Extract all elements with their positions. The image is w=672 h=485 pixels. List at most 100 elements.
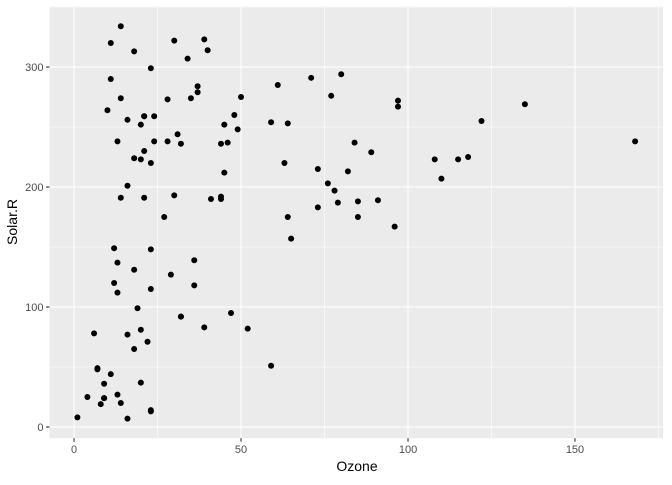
data-point bbox=[151, 138, 158, 145]
data-point bbox=[221, 121, 228, 128]
data-point bbox=[194, 89, 201, 96]
data-point bbox=[191, 282, 198, 289]
data-point bbox=[114, 289, 121, 296]
data-point bbox=[137, 156, 144, 163]
data-point bbox=[164, 138, 171, 145]
data-point bbox=[117, 194, 124, 201]
data-point bbox=[374, 197, 381, 204]
data-point bbox=[201, 36, 208, 43]
data-point bbox=[134, 305, 141, 312]
data-point bbox=[84, 393, 91, 400]
data-points bbox=[74, 23, 639, 422]
y-tick-label: 0 bbox=[37, 422, 43, 434]
data-point bbox=[137, 379, 144, 386]
data-point bbox=[244, 325, 251, 332]
data-point bbox=[351, 139, 358, 146]
data-point bbox=[268, 119, 275, 126]
data-point bbox=[124, 331, 131, 338]
data-point bbox=[334, 199, 341, 206]
data-point bbox=[111, 279, 118, 286]
data-point bbox=[391, 223, 398, 230]
data-point bbox=[184, 55, 191, 62]
data-point bbox=[288, 235, 295, 242]
data-point bbox=[331, 187, 338, 194]
data-point bbox=[191, 257, 198, 264]
data-point bbox=[308, 74, 315, 81]
data-point bbox=[147, 285, 154, 292]
data-point bbox=[124, 415, 131, 422]
y-tick-label: 200 bbox=[25, 182, 43, 194]
data-point bbox=[144, 338, 151, 345]
axis-ticks: 0 50 100 150 0 100 200 300 bbox=[25, 62, 584, 456]
data-point bbox=[187, 95, 194, 102]
data-point bbox=[171, 192, 178, 199]
x-tick-label: 100 bbox=[399, 444, 417, 456]
data-point bbox=[207, 196, 214, 203]
data-point bbox=[167, 271, 174, 278]
data-point bbox=[101, 380, 108, 387]
data-point bbox=[171, 37, 178, 44]
data-point bbox=[147, 407, 154, 414]
data-point bbox=[177, 140, 184, 147]
data-point bbox=[97, 401, 104, 408]
data-point bbox=[117, 23, 124, 30]
data-point bbox=[328, 92, 335, 99]
data-point bbox=[431, 156, 438, 163]
y-tick-label: 300 bbox=[25, 62, 43, 74]
data-point bbox=[314, 204, 321, 211]
data-point bbox=[368, 149, 375, 156]
data-point bbox=[204, 47, 211, 54]
data-point bbox=[131, 48, 138, 55]
data-point bbox=[114, 259, 121, 266]
data-point bbox=[314, 166, 321, 173]
data-point bbox=[107, 76, 114, 83]
data-point bbox=[94, 365, 101, 372]
data-point bbox=[141, 194, 148, 201]
data-point bbox=[91, 330, 98, 337]
data-point bbox=[104, 107, 111, 114]
data-point bbox=[141, 148, 148, 155]
data-point bbox=[274, 82, 281, 89]
data-point bbox=[221, 169, 228, 176]
data-point bbox=[217, 140, 224, 147]
data-point bbox=[174, 131, 181, 138]
data-point bbox=[217, 196, 224, 203]
x-tick-label: 0 bbox=[71, 444, 77, 456]
data-point bbox=[114, 391, 121, 398]
plot-panel bbox=[49, 6, 663, 439]
data-point bbox=[124, 116, 131, 123]
data-point bbox=[137, 121, 144, 128]
data-point bbox=[455, 156, 462, 163]
data-point bbox=[201, 324, 208, 331]
data-point bbox=[344, 168, 351, 175]
data-point bbox=[137, 326, 144, 333]
data-point bbox=[164, 96, 171, 103]
data-point bbox=[131, 345, 138, 352]
data-point bbox=[281, 160, 288, 167]
data-point bbox=[268, 362, 275, 369]
data-point bbox=[231, 112, 238, 119]
data-point bbox=[284, 214, 291, 221]
data-point bbox=[228, 309, 235, 316]
data-point bbox=[354, 214, 361, 221]
data-point bbox=[177, 313, 184, 320]
data-point bbox=[124, 182, 131, 189]
x-tick-label: 50 bbox=[235, 444, 247, 456]
y-axis-label: Solar.R bbox=[4, 199, 20, 245]
x-axis-label: Ozone bbox=[336, 458, 377, 474]
data-point bbox=[438, 175, 445, 182]
data-point bbox=[465, 154, 472, 161]
x-tick-label: 150 bbox=[566, 444, 584, 456]
y-tick-label: 100 bbox=[25, 302, 43, 314]
data-point bbox=[114, 138, 121, 145]
data-point bbox=[117, 399, 124, 406]
data-point bbox=[74, 414, 81, 421]
data-point bbox=[194, 83, 201, 90]
data-point bbox=[234, 126, 241, 133]
data-point bbox=[338, 71, 345, 78]
data-point bbox=[141, 113, 148, 120]
data-point bbox=[284, 120, 291, 127]
data-point bbox=[117, 95, 124, 102]
data-point bbox=[147, 160, 154, 167]
